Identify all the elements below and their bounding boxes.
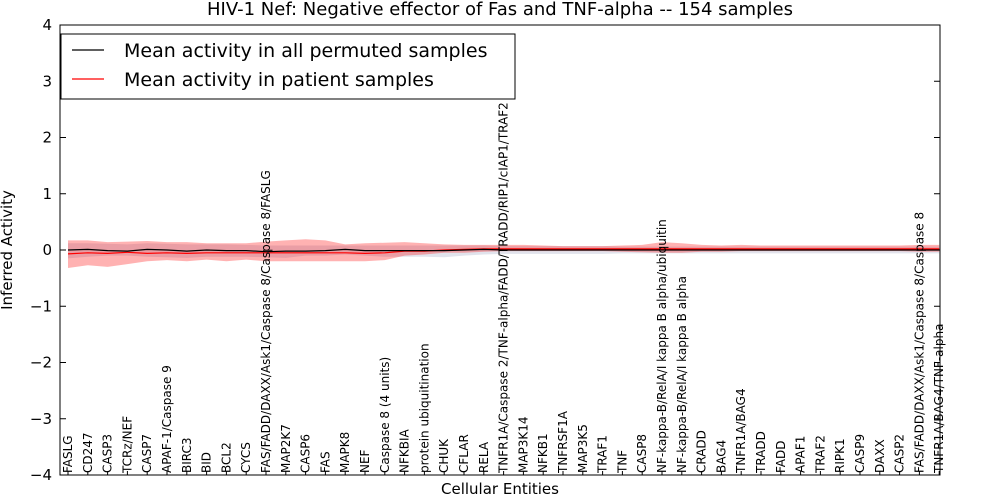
y-tick-label: −1 <box>30 297 52 315</box>
plot-frame <box>59 24 941 476</box>
x-tick-label: FAS/FADD/DAXX/Ask1/Caspase 8/Caspase 8/F… <box>259 170 273 473</box>
x-tick-label: TNFR1A/BAG4 <box>734 388 748 474</box>
x-tick-label: TNFRSF1A <box>556 410 570 474</box>
x-tick-label: APAF-1/Caspase 9 <box>160 365 174 473</box>
category-labels: FASLG CD247 CASP3 TCRz/NEF CASP7 APAF-1/Caspa… <box>61 102 946 474</box>
x-tick-label: APAF1 <box>794 436 808 473</box>
x-tick-label: CASP7 <box>140 434 154 473</box>
x-tick-label: NF-kappa-B/RelA/I kappa B alpha <box>675 276 689 473</box>
x-tick-label: Caspase 8 (4 units) <box>378 357 392 473</box>
x-tick-label: FASLG <box>61 435 75 473</box>
x-tick-label: MAP3K5 <box>576 424 590 473</box>
x-tick-label: NEF <box>358 449 372 473</box>
x-tick-label: NF-kappa-B/RelA/I kappa B alpha/ubiquiti… <box>655 219 669 473</box>
y-tick-label: 0 <box>42 241 52 259</box>
series-band-0 <box>68 243 940 259</box>
x-tick-label: CASP3 <box>101 434 115 473</box>
x-tick-label: BIRC3 <box>180 437 194 473</box>
x-tick-label: CHUK <box>437 438 451 473</box>
x-tick-label: CFLAR <box>457 434 471 473</box>
x-tick-label: FAS <box>318 451 332 473</box>
x-tick-label: MAP2K7 <box>279 424 293 473</box>
x-tick-label: BID <box>200 452 214 473</box>
series-band-1 <box>68 239 940 268</box>
y-tick-label: 3 <box>42 72 52 90</box>
x-tick-label: TNFR1A/Caspase 2/TNF-alpha/FADD/TRADD/RI… <box>497 102 511 474</box>
y-tick-label: 1 <box>42 185 52 203</box>
x-tick-label: BCL2 <box>219 442 233 473</box>
x-tick-label: TRAF2 <box>813 435 827 474</box>
y-tick-label: −3 <box>30 410 52 428</box>
axis-ticks: 4 3 2 1 0 −1 −2 −3 −4 <box>30 16 940 484</box>
x-tick-label: CASP6 <box>299 434 313 473</box>
x-tick-label: TNF <box>615 450 629 474</box>
x-axis-label: Cellular Entities <box>441 480 559 498</box>
x-tick-label: CASP9 <box>853 434 867 473</box>
x-tick-label: MAPK8 <box>338 432 352 473</box>
x-tick-label: NFKB1 <box>536 433 550 473</box>
x-tick-label: NFKBIA <box>398 428 412 473</box>
x-tick-label: FAS/FADD/DAXX/Ask1/Caspase 8/Caspase 8 <box>912 212 926 473</box>
legend-label-permuted: Mean activity in all permuted samples <box>124 40 487 62</box>
x-tick-label: TNFR1A/BAG4/TNF-alpha <box>932 324 946 474</box>
legend: Mean activity in all permuted samples Me… <box>60 33 516 100</box>
x-tick-label: DAXX <box>873 439 887 473</box>
x-tick-label: protein ubiquitination <box>417 343 431 473</box>
x-tick-label: MAP3K14 <box>516 416 530 473</box>
y-axis-label: Inferred Activity <box>0 190 16 310</box>
y-tick-label: 2 <box>42 129 52 147</box>
x-tick-label: RELA <box>477 441 491 473</box>
series-line-0 <box>67 248 940 253</box>
y-tick-label: −4 <box>30 466 52 484</box>
x-tick-label: CASP8 <box>635 434 649 473</box>
x-tick-label: BAG4 <box>714 440 728 473</box>
x-tick-label: FADD <box>774 441 788 474</box>
plot-area <box>67 239 940 268</box>
x-tick-label: CD247 <box>81 432 95 473</box>
x-tick-label: TCRz/NEF <box>120 416 134 474</box>
x-tick-label: CYCS <box>239 442 253 473</box>
series-line-1 <box>67 248 940 255</box>
y-tick-label: 4 <box>42 16 52 34</box>
legend-box <box>60 33 516 100</box>
x-tick-label: TRAF1 <box>596 435 610 474</box>
x-tick-label: TRADD <box>754 431 768 474</box>
x-tick-label: CRADD <box>695 430 709 473</box>
chart-title: HIV-1 Nef: Negative effector of Fas and … <box>207 0 793 20</box>
x-tick-label: RIPK1 <box>833 438 847 473</box>
legend-label-patient: Mean activity in patient samples <box>124 69 434 91</box>
x-tick-label: CASP2 <box>893 434 907 473</box>
y-tick-label: −2 <box>30 354 52 372</box>
